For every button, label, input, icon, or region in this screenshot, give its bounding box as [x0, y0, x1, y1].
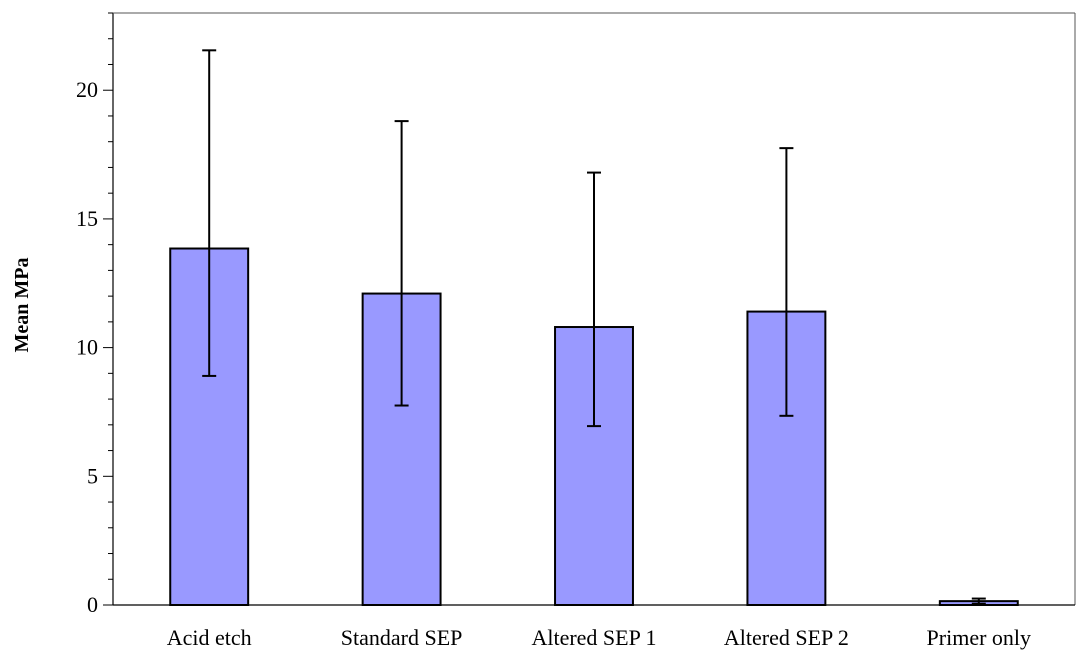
x-category-label: Primer only: [927, 625, 1032, 650]
y-tick-label: 10: [76, 335, 98, 360]
x-category-label: Altered SEP 1: [531, 625, 656, 650]
error-bars: [202, 49, 986, 605]
y-axis-title: Mean MPa: [11, 258, 33, 353]
category-labels: Acid etch Standard SEP Altered SEP 1 Altere…: [167, 625, 1031, 650]
y-tick-label: 0: [87, 592, 98, 617]
x-category-label: Standard SEP: [341, 625, 463, 650]
y-tick-label: 15: [76, 206, 98, 231]
y-tick-label: 20: [76, 77, 98, 102]
y-tick-label: 5: [87, 463, 98, 488]
x-category-label: Acid etch: [167, 625, 252, 650]
x-category-label: Altered SEP 2: [724, 625, 849, 650]
y-axis: 0 5 10 15 20: [76, 12, 1076, 617]
